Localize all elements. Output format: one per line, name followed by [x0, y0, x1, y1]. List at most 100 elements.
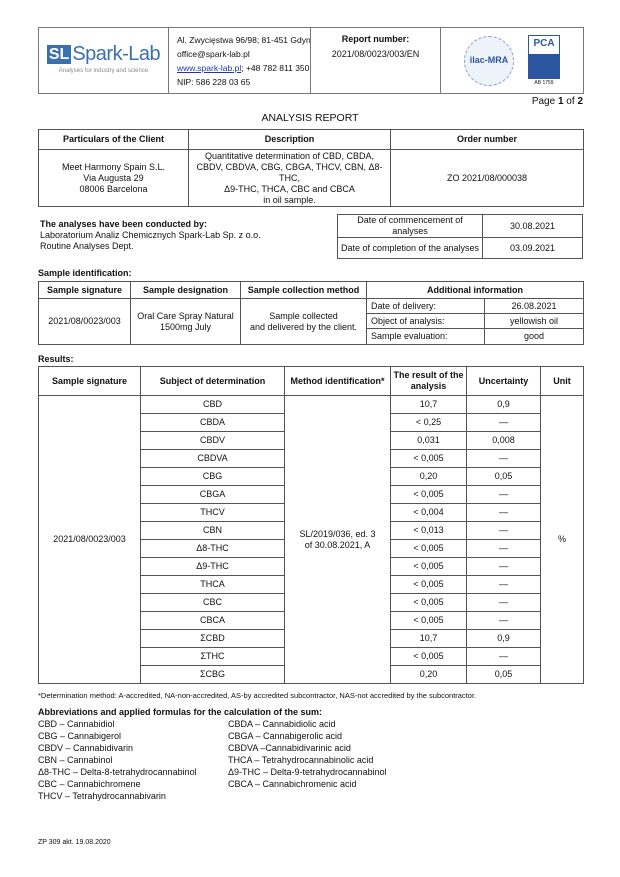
subject: CBN: [140, 521, 285, 540]
uncertainty: 0,9: [466, 629, 541, 648]
uncertainty: —: [466, 593, 541, 612]
uncertainty: —: [466, 521, 541, 540]
table-row: CBG 0,20 0,05: [39, 467, 584, 486]
subject: THCA: [140, 575, 285, 594]
table-row: CBCA < 0,005—: [39, 611, 584, 630]
nip: NIP: 586 228 03 65: [177, 76, 251, 87]
date-value: 03.09.2021: [482, 237, 583, 259]
method-identification: SL/2019/036, ed. 3 of 30.08.2021, A: [284, 395, 391, 684]
lab-name: Laboratorium Analiz Chemicznych Spark-La…: [40, 230, 261, 240]
subject: THCV: [140, 503, 285, 522]
accreditation-logos: ilac-MRA PCA AB 1759: [440, 27, 584, 94]
subject: CBD: [140, 395, 285, 414]
result: 0,20: [390, 467, 467, 486]
col-header: Additional information: [366, 281, 584, 299]
col-header: Unit: [540, 366, 584, 396]
form-code: ZP 309 akt. 19.08.2020: [38, 839, 111, 846]
letterhead: SL Spark-Lab Analyses for industry and sc…: [38, 27, 584, 94]
abbreviations-heading: Abbreviations and applied formulas for t…: [38, 707, 323, 717]
website-link[interactable]: www.spark-lab.pl: [177, 62, 242, 73]
table-row: CBDVA < 0,005—: [39, 449, 584, 468]
col-header: Method identification*: [284, 366, 391, 396]
date-label: Date of commencement of analyses: [337, 214, 483, 238]
lab-dept: Routine Analyses Dept.: [40, 241, 134, 251]
col-header: Description: [188, 129, 391, 150]
info-label: Object of analysis:: [366, 313, 485, 329]
subject: CBG: [140, 467, 285, 486]
result: < 0,005: [390, 539, 467, 558]
sample-signature: 2021/08/0023/003: [38, 395, 141, 684]
col-header: Sample designation: [130, 281, 241, 299]
result: < 0,013: [390, 521, 467, 540]
abbreviation-item: CBDVA –Cannabidivarinic acid: [228, 743, 351, 753]
uncertainty: —: [466, 539, 541, 558]
company-logo: SL Spark-Lab Analyses for industry and sc…: [38, 27, 169, 94]
table-row: Δ8-THC < 0,005—: [39, 539, 584, 558]
col-header: Order number: [390, 129, 584, 150]
method-footnote: *Determination method: A-accredited, NA-…: [38, 691, 477, 700]
sample-id-heading: Sample identification:: [38, 268, 132, 278]
col-header: Uncertainty: [466, 366, 541, 396]
sample-signature: 2021/08/0023/003: [38, 298, 131, 345]
sample-id-table: Sample signature Sample designation Samp…: [38, 281, 584, 345]
report-number: 2021/08/0023/003/EN: [331, 49, 420, 59]
page-number: Page 1 of 2: [531, 96, 583, 107]
abbreviation-item: CBD – Cannabidiol: [38, 719, 115, 729]
info-value: yellowish oil: [484, 313, 584, 329]
result: < 0,005: [390, 593, 467, 612]
info-value: good: [484, 328, 584, 345]
pca-logo: PCA AB 1759: [528, 35, 560, 86]
uncertainty: —: [466, 575, 541, 594]
client-table: Particulars of the Client Description Or…: [38, 129, 584, 207]
abbreviation-item: CBDV – Cannabidivarin: [38, 743, 134, 753]
subject: ΣTHC: [140, 647, 285, 666]
abbreviation-item: Δ8-THC – Delta-8-tetrahydrocannabinol: [38, 767, 197, 777]
unit: %: [540, 395, 584, 684]
uncertainty: 0,008: [466, 431, 541, 450]
table-row: ΣCBD 10,7 0,9: [39, 629, 584, 648]
col-header: The result of the analysis: [390, 366, 467, 396]
report-number-label: Report number:: [341, 34, 410, 44]
info-label: Date of delivery:: [366, 298, 485, 314]
result: < 0,005: [390, 485, 467, 504]
uncertainty: —: [466, 413, 541, 432]
abbreviation-item: CBN – Cannabinol: [38, 755, 113, 765]
subject: Δ8-THC: [140, 539, 285, 558]
abbreviation-item: THCA – Tetrahydrocannabinolic acid: [228, 755, 374, 765]
sample-designation: Oral Care Spray Natural 1500mg July: [130, 298, 241, 345]
result: 0,20: [390, 665, 467, 684]
abbreviation-item: CBC – Cannabichromene: [38, 779, 141, 789]
company-contact: Al. Zwycięstwa 96/98; 81-451 Gdynia offi…: [168, 27, 311, 94]
results-heading: Results:: [38, 354, 74, 364]
result: < 0,005: [390, 647, 467, 666]
table-row: 2021/08/0023/003 CBD SL/2019/036, ed. 3 of …: [38, 395, 584, 684]
info-label: Sample evaluation:: [366, 328, 485, 345]
report-number-cell: Report number: 2021/08/0023/003/EN: [310, 27, 441, 94]
logo-mark: SL: [46, 44, 72, 64]
subject: ΣCBG: [140, 665, 285, 684]
col-header: Sample collection method: [240, 281, 367, 299]
date-label: Date of completion of the analyses: [337, 237, 483, 259]
col-header: Particulars of the Client: [38, 129, 189, 150]
table-row: CBC < 0,005—: [39, 593, 584, 612]
uncertainty: —: [466, 485, 541, 504]
collection-method: Sample collected and delivered by the cli…: [240, 298, 367, 345]
abbreviations: Abbreviations and applied formulas for t…: [38, 706, 583, 802]
table-row: THCA < 0,005—: [39, 575, 584, 594]
ilac-mra-logo: ilac-MRA: [464, 35, 514, 86]
conducted-by: The analyses have been conducted by: Lab…: [40, 219, 261, 252]
logo-text: Spark-Lab: [72, 42, 161, 65]
result: 10,7: [390, 395, 467, 414]
uncertainty: —: [466, 557, 541, 576]
address: Al. Zwycięstwa 96/98; 81-451 Gdynia: [177, 34, 311, 45]
subject: CBDVA: [140, 449, 285, 468]
subject: CBGA: [140, 485, 285, 504]
table-row: THCV < 0,004—: [39, 503, 584, 522]
description: Quantitative determination of CBD, CBDA,…: [188, 149, 391, 207]
abbreviation-item: CBDA – Cannabidiolic acid: [228, 719, 336, 729]
subject: CBCA: [140, 611, 285, 630]
subject: CBDV: [140, 431, 285, 450]
table-row: CBDA < 0,25—: [39, 413, 584, 432]
info-value: 26.08.2021: [484, 298, 584, 314]
abbreviation-item: THCV – Tetrahydrocannabivarin: [38, 791, 166, 801]
